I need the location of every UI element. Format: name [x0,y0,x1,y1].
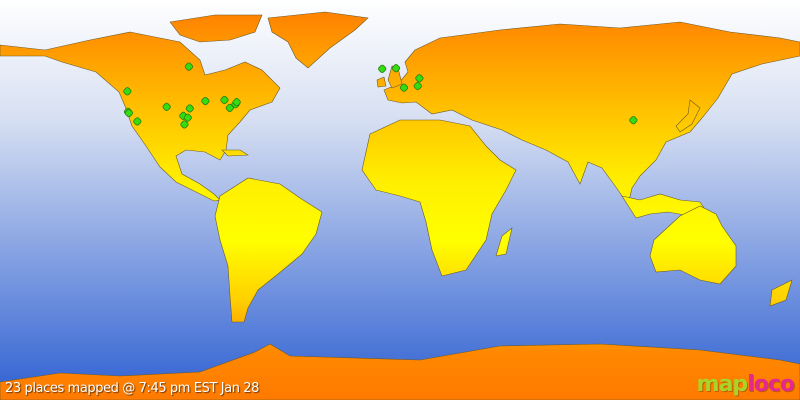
land-madagascar [495,227,513,257]
land-greenland [267,11,369,69]
place-marker[interactable] [133,117,142,126]
place-marker[interactable] [378,64,387,73]
place-marker[interactable] [185,104,194,113]
place-marker[interactable] [413,81,422,91]
place-marker[interactable] [123,87,132,96]
maploco-logo[interactable]: maploco [696,372,795,397]
land-british-isles [387,65,403,89]
place-marker[interactable] [629,116,638,125]
place-marker[interactable] [391,64,401,73]
place-marker[interactable] [220,95,229,105]
land-antarctica [0,343,800,400]
land-japan [675,99,701,133]
place-marker[interactable] [201,96,210,106]
status-text: 23 places mapped @ 7:45 pm EST Jan 28 [5,381,260,396]
land-caribbean [221,149,249,157]
place-marker[interactable] [162,102,171,111]
land-ireland [376,76,387,88]
place-marker[interactable] [184,62,193,71]
land-eurasia [383,21,800,206]
markers-layer [123,62,638,129]
place-marker[interactable] [183,113,192,122]
place-marker[interactable] [232,98,241,107]
land-africa [361,119,517,277]
land-north-america [0,31,281,202]
place-marker[interactable] [399,83,409,92]
place-marker[interactable] [124,108,133,118]
land-south-america [214,177,323,323]
logo-part-loco: loco [747,372,795,397]
land-arctic-islands [169,14,263,43]
place-marker[interactable] [415,74,424,83]
place-marker[interactable] [180,120,189,129]
land-australia [649,205,737,285]
logo-part-map: map [696,372,749,397]
land-new-zealand [769,279,793,307]
